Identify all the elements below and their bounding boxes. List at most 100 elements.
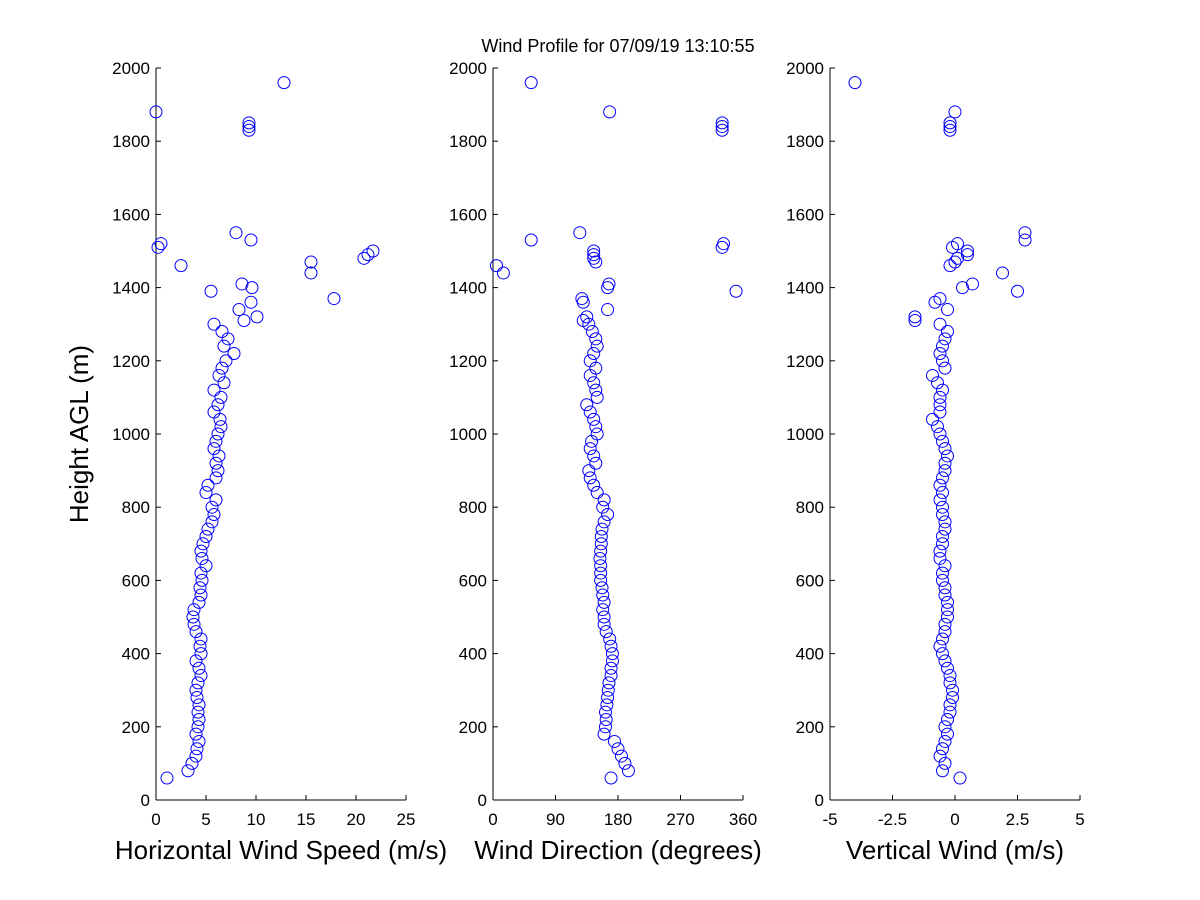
point — [933, 551, 947, 565]
y-tick-label: 1800 — [786, 132, 824, 151]
point — [605, 647, 619, 661]
point — [593, 551, 607, 565]
point — [1018, 233, 1032, 247]
point — [601, 683, 615, 697]
point — [605, 654, 619, 668]
point — [209, 434, 223, 448]
point — [936, 471, 949, 485]
point — [199, 486, 213, 500]
point — [583, 405, 597, 419]
point — [938, 734, 952, 748]
point — [589, 332, 603, 346]
point — [209, 456, 223, 470]
point — [936, 383, 949, 397]
point — [951, 237, 964, 251]
y-tick-label: 1200 — [786, 352, 824, 371]
point — [933, 749, 947, 763]
y-tick-label: 1000 — [112, 425, 150, 444]
point — [215, 361, 229, 375]
point — [604, 771, 618, 785]
point — [327, 292, 341, 306]
point — [926, 368, 939, 382]
point — [941, 325, 954, 339]
point — [614, 749, 628, 763]
point — [961, 248, 974, 262]
point — [943, 698, 957, 712]
y-tick-label: 2000 — [449, 59, 487, 78]
x-tick-label: 180 — [604, 810, 632, 829]
y-tick-label: 1400 — [449, 279, 487, 298]
point — [524, 233, 538, 247]
point — [160, 771, 174, 785]
x-tick-label: 270 — [666, 810, 694, 829]
point — [151, 240, 165, 254]
y-tick-label: 400 — [459, 645, 487, 664]
y-tick-label: 1200 — [112, 352, 150, 371]
point — [946, 691, 959, 705]
point — [941, 303, 954, 317]
y-tick-label: 1600 — [786, 205, 824, 224]
x-tick-label: 0 — [151, 810, 160, 829]
point — [943, 676, 957, 690]
point — [938, 588, 952, 602]
point — [194, 566, 208, 580]
point — [587, 376, 601, 390]
point — [207, 442, 221, 456]
point — [946, 683, 959, 697]
point — [250, 310, 264, 324]
point — [193, 581, 207, 595]
point — [232, 303, 246, 317]
point — [936, 529, 949, 543]
x-tick-label: 360 — [729, 810, 757, 829]
point — [936, 647, 949, 661]
point — [207, 317, 221, 331]
point — [936, 537, 949, 551]
x-tick-label: 0 — [488, 810, 497, 829]
point — [594, 566, 608, 580]
point — [189, 727, 203, 741]
point — [189, 683, 203, 697]
y-tick-label: 1400 — [112, 279, 150, 298]
y-tick-label: 1400 — [786, 279, 824, 298]
point — [601, 508, 615, 522]
point — [192, 712, 206, 726]
y-tick-label: 600 — [122, 571, 150, 590]
point — [601, 303, 615, 317]
point — [190, 691, 204, 705]
point — [611, 742, 625, 756]
point — [938, 756, 952, 770]
point — [599, 625, 613, 639]
point — [587, 449, 601, 463]
point — [587, 248, 601, 262]
point — [189, 625, 203, 639]
point — [174, 259, 188, 273]
point — [933, 493, 947, 507]
point — [594, 559, 608, 573]
point — [187, 617, 201, 631]
point — [961, 244, 974, 258]
point — [597, 617, 611, 631]
point — [938, 720, 952, 734]
point — [235, 277, 249, 291]
point — [192, 698, 206, 712]
point — [217, 339, 231, 353]
point — [943, 120, 957, 134]
point — [602, 277, 616, 291]
point — [941, 661, 954, 675]
point — [194, 632, 208, 646]
point — [1011, 284, 1024, 298]
y-tick-label: 800 — [122, 498, 150, 517]
point — [938, 332, 952, 346]
y-tick-label: 800 — [796, 498, 824, 517]
point — [931, 420, 944, 434]
point — [933, 427, 947, 441]
point — [195, 551, 209, 565]
point — [489, 259, 503, 273]
point — [936, 508, 949, 522]
point — [209, 493, 223, 507]
point — [936, 339, 949, 353]
x-tick-label: 90 — [546, 810, 565, 829]
y-tick-label: 2000 — [786, 59, 824, 78]
point — [938, 654, 952, 668]
point — [596, 588, 610, 602]
